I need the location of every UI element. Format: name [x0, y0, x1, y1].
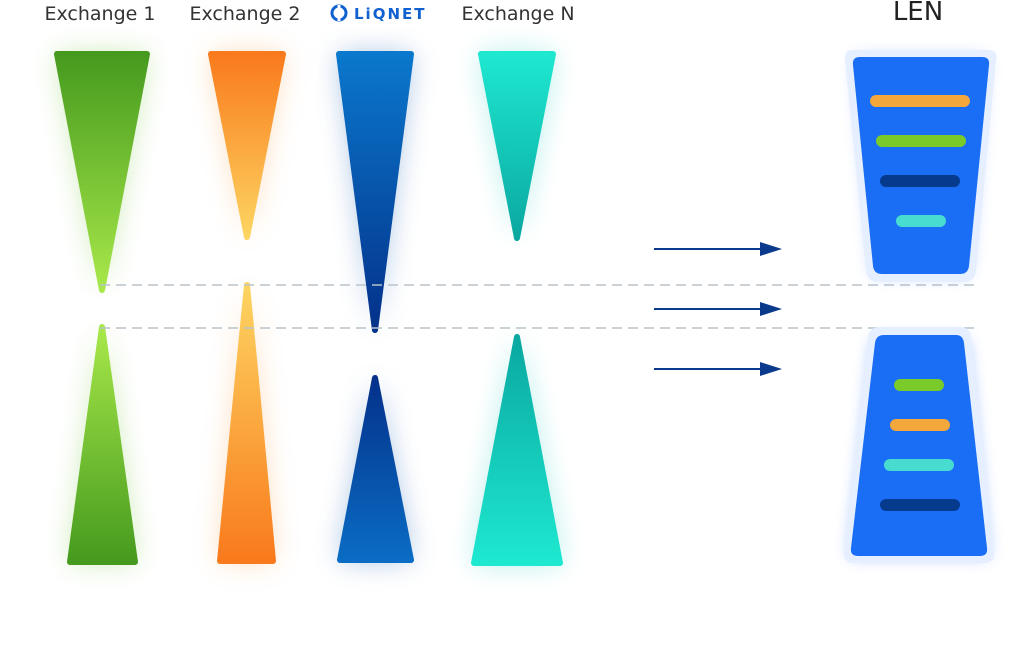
target-label: LEN — [893, 0, 943, 27]
arrows — [654, 242, 782, 376]
liqnet-logo: LiQNET — [330, 4, 426, 23]
column-label: Exchange N — [461, 3, 574, 25]
triangles — [54, 51, 563, 566]
column-label: Exchange 1 — [45, 3, 156, 25]
len-boxes — [843, 50, 997, 563]
column-label: Exchange 2 — [190, 3, 301, 25]
dashed-lines — [100, 284, 976, 329]
column-label: LiQNET — [354, 5, 426, 23]
